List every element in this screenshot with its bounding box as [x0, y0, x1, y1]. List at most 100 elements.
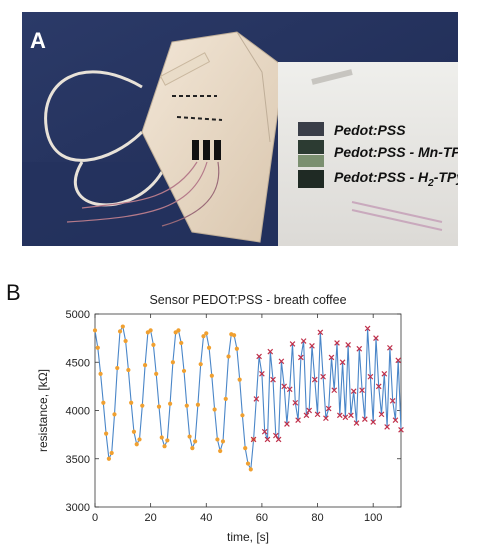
data-point: [314, 411, 321, 418]
data-point: [328, 354, 335, 361]
inset-label-pedot: Pedot:PSS: [334, 122, 406, 138]
data-point: [140, 403, 145, 408]
x-tick-label: 80: [311, 512, 323, 524]
data-point: [154, 371, 159, 376]
data-point: [226, 354, 231, 359]
x-tick-label: 40: [200, 512, 212, 524]
data-point: [165, 438, 170, 443]
panel-a-label: A: [30, 28, 46, 53]
data-point: [142, 363, 148, 368]
data-point: [223, 396, 228, 402]
data-point: [129, 400, 134, 405]
data-point: [248, 467, 253, 472]
data-point: [270, 376, 276, 383]
data-point: [298, 354, 304, 361]
data-point: [323, 415, 329, 422]
data-point: [306, 407, 313, 414]
data-point: [218, 448, 223, 454]
data-point: [184, 403, 189, 408]
data-point: [187, 434, 192, 439]
series-line: [94, 324, 255, 472]
data-point: [362, 416, 368, 423]
data-point: [134, 442, 139, 447]
data-point: [151, 342, 156, 347]
y-tick-label: 3000: [66, 502, 90, 514]
data-point: [309, 343, 315, 349]
data-point: [195, 402, 201, 407]
panel-b-label: B: [6, 280, 21, 305]
data-point: [220, 439, 226, 444]
data-point: [168, 401, 173, 406]
data-point: [237, 377, 242, 382]
data-point: [292, 399, 299, 406]
data-point: [131, 429, 137, 434]
wire: [81, 161, 198, 209]
data-point: [159, 435, 164, 440]
inset-label-h2-a: Pedot:PSS - H: [334, 169, 429, 185]
data-point: [350, 388, 357, 395]
data-point: [198, 362, 203, 367]
data-point: [387, 344, 393, 351]
data-point: [156, 404, 162, 409]
data-point: [148, 328, 153, 333]
data-point: [240, 413, 245, 418]
data-point: [339, 359, 346, 366]
data-point: [176, 328, 181, 333]
mask-photo: A Pedot:PSS Pedot:PSS - Mn-TPyP Pedot:PS…: [22, 12, 458, 246]
inset-label-h2-b: -TPyP: [434, 169, 458, 185]
data-point: [359, 387, 365, 394]
x-tick-label: 0: [92, 512, 98, 524]
data-point: [342, 414, 349, 421]
data-point: [115, 365, 120, 371]
data-point: [162, 444, 167, 449]
data-point: [253, 396, 260, 402]
data-point: [181, 368, 187, 374]
data-point: [278, 358, 285, 365]
data-point: [373, 335, 379, 341]
data-point: [256, 353, 262, 360]
data-point: [170, 360, 175, 365]
sensor-pad: [192, 140, 199, 160]
inset-wire: [351, 209, 443, 231]
data-point: [353, 420, 360, 426]
sample-swatch: [298, 155, 324, 167]
data-point: [201, 334, 206, 339]
data-point: [206, 345, 212, 350]
data-point: [92, 328, 98, 333]
data-point: [95, 345, 100, 350]
data-point: [231, 333, 237, 338]
data-point: [264, 436, 271, 443]
data-point: [348, 412, 354, 419]
data-point: [284, 421, 290, 427]
stitch-line: [176, 116, 223, 121]
data-point: [286, 386, 293, 393]
data-point: [98, 371, 103, 376]
data-point: [370, 419, 377, 425]
data-point: [398, 426, 404, 433]
data-point: [109, 450, 114, 456]
data-point: [259, 371, 265, 377]
data-point: [126, 367, 131, 373]
data-point: [272, 432, 279, 439]
data-point: [334, 340, 340, 346]
data-point: [275, 436, 282, 443]
data-point: [395, 357, 402, 364]
wire: [161, 161, 220, 227]
sample-swatch: [298, 140, 324, 154]
data-point: [190, 446, 195, 451]
inset-tape: [311, 69, 353, 85]
data-point: [311, 376, 318, 383]
chart-title: Sensor PEDOT:PSS - breath coffee: [149, 293, 346, 307]
data-point: [389, 398, 396, 404]
x-tick-label: 100: [364, 512, 382, 524]
sensor-pad: [214, 140, 221, 160]
plot-area: 0 20 40 60 80 100 3000 3500 4000 4500 5000: [66, 309, 404, 524]
data-point: [331, 387, 338, 394]
nose-clip: [159, 52, 211, 86]
data-point: [261, 428, 268, 435]
ear-loop: [73, 161, 164, 207]
data-point: [381, 371, 388, 377]
data-point: [300, 338, 307, 344]
x-tick-label: 60: [256, 512, 268, 524]
data-point: [212, 407, 217, 412]
